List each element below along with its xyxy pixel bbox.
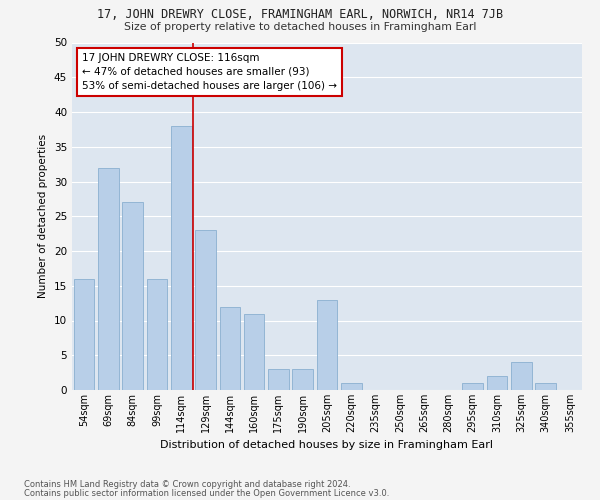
Bar [487, 376, 508, 390]
Bar [122, 202, 143, 390]
Text: 17 JOHN DREWRY CLOSE: 116sqm
← 47% of detached houses are smaller (93)
53% of se: 17 JOHN DREWRY CLOSE: 116sqm ← 47% of de… [82, 53, 337, 91]
Bar [244, 314, 265, 390]
Bar [171, 126, 191, 390]
Bar [98, 168, 119, 390]
Bar [146, 279, 167, 390]
Text: Contains public sector information licensed under the Open Government Licence v3: Contains public sector information licen… [24, 489, 389, 498]
Bar [195, 230, 216, 390]
Text: 17, JOHN DREWRY CLOSE, FRAMINGHAM EARL, NORWICH, NR14 7JB: 17, JOHN DREWRY CLOSE, FRAMINGHAM EARL, … [97, 8, 503, 20]
Y-axis label: Number of detached properties: Number of detached properties [38, 134, 49, 298]
Bar [463, 383, 483, 390]
Bar [535, 383, 556, 390]
Text: Size of property relative to detached houses in Framingham Earl: Size of property relative to detached ho… [124, 22, 476, 32]
Bar [292, 369, 313, 390]
Bar [268, 369, 289, 390]
X-axis label: Distribution of detached houses by size in Framingham Earl: Distribution of detached houses by size … [161, 440, 493, 450]
Bar [511, 362, 532, 390]
Bar [341, 383, 362, 390]
Bar [317, 300, 337, 390]
Bar [74, 279, 94, 390]
Text: Contains HM Land Registry data © Crown copyright and database right 2024.: Contains HM Land Registry data © Crown c… [24, 480, 350, 489]
Bar [220, 306, 240, 390]
